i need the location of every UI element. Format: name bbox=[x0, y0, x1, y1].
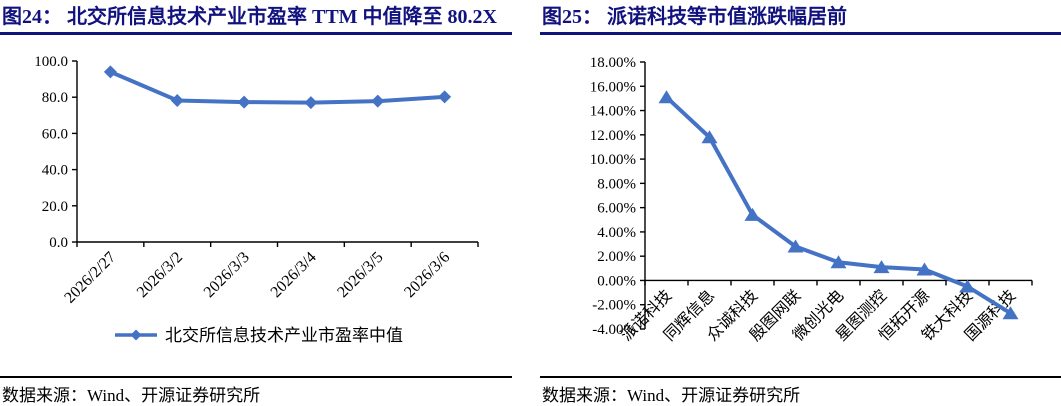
diamond-marker bbox=[103, 65, 117, 79]
category-label: 2026/3/2 bbox=[134, 249, 186, 301]
y-tick-label: -4.00% bbox=[592, 322, 636, 338]
category-label: 2026/3/6 bbox=[401, 249, 453, 301]
triangle-marker bbox=[830, 255, 847, 269]
category-label: 2026/3/5 bbox=[334, 249, 386, 301]
figure-24-panel: 图24： 北交所信息技术产业市盈率 TTM 中值降至 80.2X 0.0 20.0… bbox=[0, 0, 512, 406]
triangle-marker bbox=[787, 239, 804, 253]
y-tick-label: -2.00% bbox=[592, 298, 636, 314]
triangle-marker bbox=[701, 130, 718, 144]
category-label: 2026/3/3 bbox=[201, 249, 253, 301]
triangle-marker bbox=[916, 262, 933, 276]
y-tick-label: 80.0 bbox=[42, 90, 68, 106]
figure-25-panel: 图25： 派诺科技等市值涨跌幅居前 -4.00% -2.00% 0.00% 2.00%… bbox=[540, 0, 1061, 406]
category-label: 2026/2/27 bbox=[61, 249, 119, 307]
y-tick-label: 14.00% bbox=[590, 104, 636, 120]
diamond-marker bbox=[371, 94, 385, 108]
category-label: 2026/3/4 bbox=[267, 249, 319, 301]
diamond-marker bbox=[130, 329, 142, 341]
y-tick-label: 4.00% bbox=[597, 225, 636, 241]
y-tick-label: 18.00% bbox=[590, 55, 636, 71]
triangle-marker bbox=[959, 279, 976, 293]
figure-24-source: 数据来源：Wind、开源证券研究所 bbox=[0, 375, 512, 406]
figure-25-source: 数据来源：Wind、开源证券研究所 bbox=[540, 375, 1061, 406]
y-tick-label: 60.0 bbox=[42, 126, 68, 142]
y-tick-label: 12.00% bbox=[590, 128, 636, 144]
figure-24-chart: 0.0 20.0 40.0 60.0 80.0 100.0 2026/2/27 2026/3/… bbox=[34, 54, 479, 345]
triangle-marker bbox=[873, 260, 890, 274]
y-tick-label: 20.0 bbox=[42, 199, 68, 215]
y-tick-label: 100.0 bbox=[34, 54, 68, 70]
legend-series-label: 北交所信息技术产业市盈率中值 bbox=[165, 326, 403, 345]
y-tick-label: 40.0 bbox=[42, 163, 68, 179]
diamond-marker bbox=[237, 95, 251, 109]
y-tick-label: 10.00% bbox=[590, 152, 636, 168]
y-tick-label: 6.00% bbox=[597, 201, 636, 217]
triangle-marker bbox=[1002, 306, 1019, 320]
figure-24-title: 图24： 北交所信息技术产业市盈率 TTM 中值降至 80.2X bbox=[0, 6, 512, 35]
triangle-marker bbox=[658, 90, 675, 104]
y-tick-label: 0.0 bbox=[49, 235, 68, 251]
y-tick-label: 0.00% bbox=[597, 273, 636, 289]
diamond-marker bbox=[304, 96, 318, 110]
y-tick-label: 2.00% bbox=[597, 249, 636, 265]
figure-25-chart: -4.00% -2.00% 0.00% 2.00% 4.00% 6.00% 8.00% 10.… bbox=[590, 55, 1033, 345]
y-tick-label: 8.00% bbox=[597, 176, 636, 192]
figure-25-title: 图25： 派诺科技等市值涨跌幅居前 bbox=[540, 6, 1061, 35]
diamond-marker bbox=[170, 93, 184, 107]
y-tick-label: 16.00% bbox=[590, 79, 636, 95]
triangle-marker bbox=[744, 207, 761, 221]
series-line bbox=[109, 70, 445, 105]
diamond-marker bbox=[438, 90, 452, 104]
